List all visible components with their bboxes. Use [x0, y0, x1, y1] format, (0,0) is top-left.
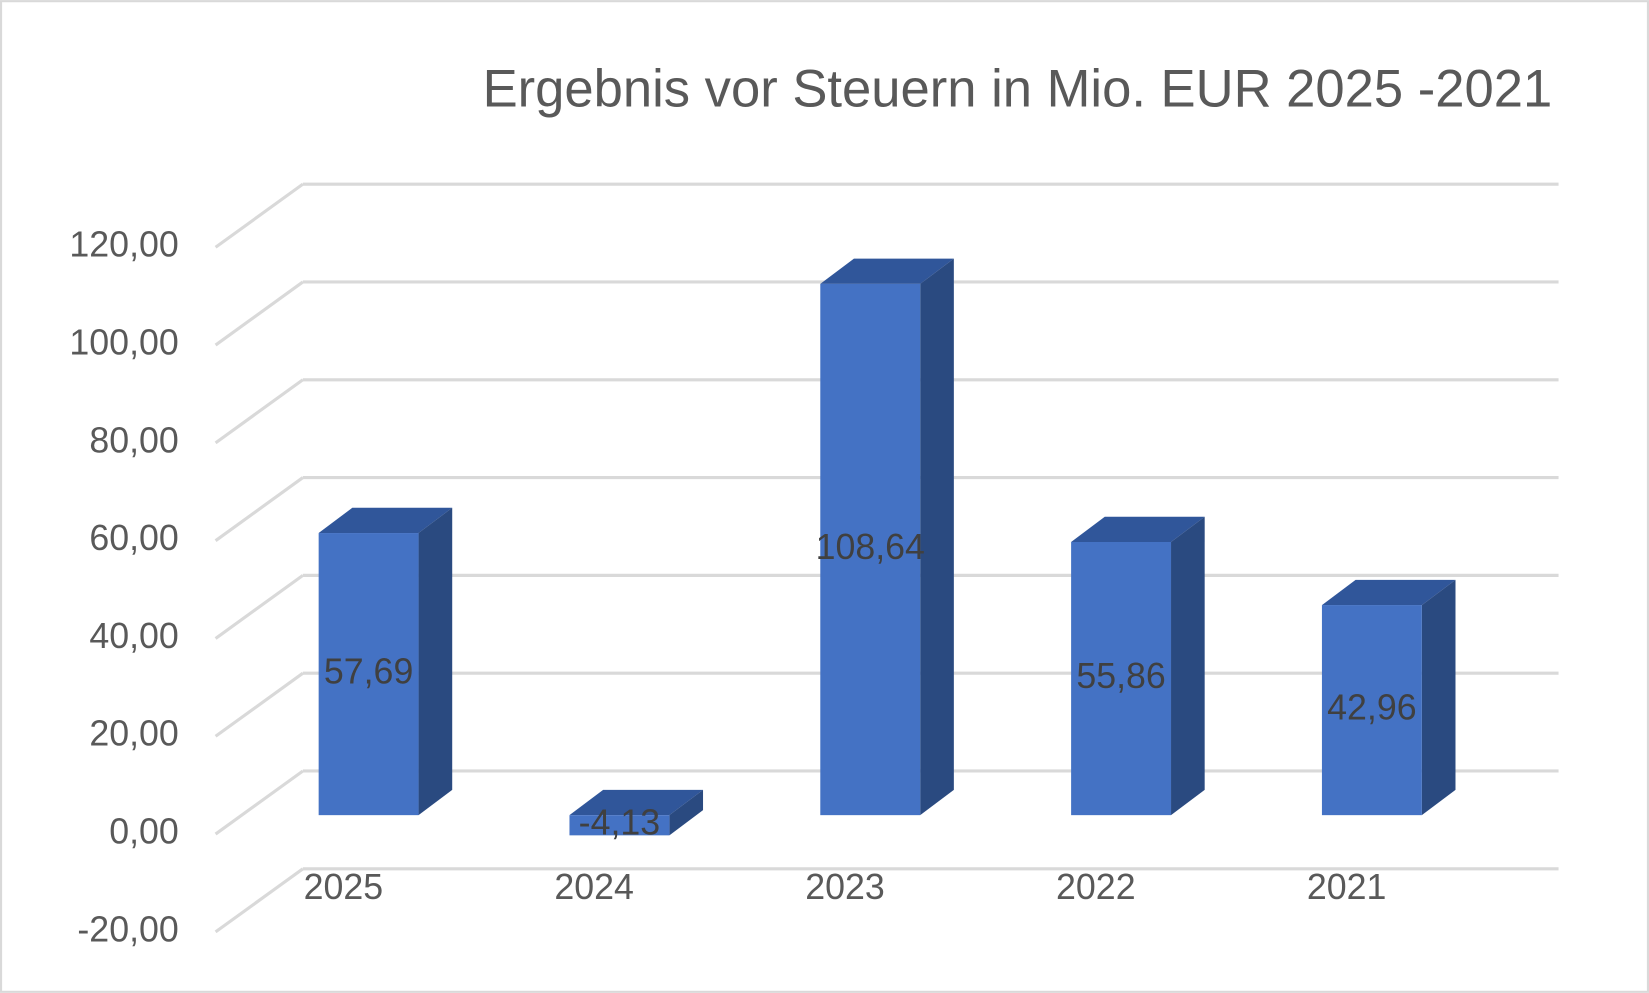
bar-side — [669, 789, 704, 836]
data-label: 42,96 — [1327, 688, 1416, 728]
bar — [1321, 605, 1422, 816]
bar — [1071, 541, 1172, 816]
y-tick-label: 20,00 — [89, 714, 178, 754]
bar-side — [1171, 516, 1205, 816]
x-tick-label: 2024 — [554, 867, 634, 907]
grid-line-depth — [214, 671, 304, 738]
y-tick-label: 40,00 — [89, 616, 178, 656]
grid-line-depth — [214, 182, 304, 249]
bar-top — [318, 507, 453, 534]
bar — [820, 283, 921, 816]
grid-line-depth — [214, 867, 304, 934]
x-tick-label: 2023 — [805, 867, 885, 907]
grid-line-depth — [214, 769, 304, 836]
data-label: 57,69 — [324, 652, 413, 692]
data-label: 108,64 — [816, 527, 925, 567]
bar — [569, 815, 670, 836]
y-tick-label: 0,00 — [109, 812, 179, 852]
x-tick-label: 2021 — [1307, 867, 1387, 907]
grid-line-depth — [214, 574, 304, 640]
y-tick-label: 100,00 — [69, 322, 178, 362]
bar-top — [820, 258, 954, 284]
y-tick-label: 120,00 — [69, 225, 178, 265]
bar-top — [1321, 579, 1456, 606]
data-label: 55,86 — [1076, 656, 1165, 696]
y-tick-label: 60,00 — [89, 518, 178, 558]
x-tick-label: 2025 — [304, 867, 384, 907]
chart-title: Ergebnis vor Steuern in Mio. EUR 2025 -2… — [483, 60, 1553, 119]
grid-line-depth — [214, 378, 304, 445]
data-label: -4,13 — [579, 803, 661, 843]
bar-side — [1421, 579, 1456, 816]
bar-top — [1071, 516, 1205, 542]
bar-top — [569, 789, 704, 816]
grid-line-depth — [214, 476, 304, 542]
x-tick-label: 2022 — [1056, 867, 1136, 907]
y-tick-label: -20,00 — [77, 909, 178, 949]
bar-side — [418, 507, 453, 816]
y-tick-label: 80,00 — [89, 420, 178, 460]
bar — [318, 533, 419, 816]
bar-side — [920, 258, 954, 816]
grid-line-depth — [214, 280, 304, 347]
